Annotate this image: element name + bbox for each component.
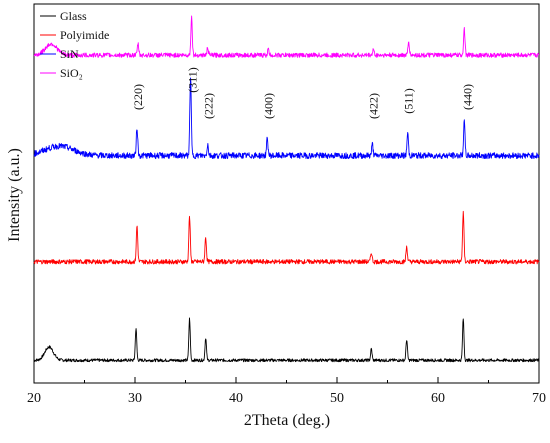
- series-line-2: [33, 77, 540, 160]
- y-axis-title: Intensity (a.u.): [6, 148, 23, 242]
- peak-label: (400): [261, 93, 275, 119]
- x-axis-ticks: 20 30 40 50 60 70: [27, 377, 546, 406]
- x-tick-label: 40: [229, 391, 243, 406]
- series-line-1: [33, 210, 540, 265]
- peak-label: (222): [202, 93, 216, 119]
- peak-label: (311): [186, 67, 200, 93]
- peak-label: (422): [366, 93, 380, 119]
- legend-label: SiO₂: [60, 66, 83, 80]
- peak-label: (511): [402, 88, 416, 114]
- peak-label: (440): [460, 84, 474, 110]
- legend-label: Glass: [60, 9, 87, 23]
- x-axis-title: 2Theta (deg.): [244, 412, 330, 429]
- x-tick-label: 20: [27, 391, 41, 406]
- series-line-3: [33, 15, 540, 58]
- series-line-0: [33, 317, 540, 363]
- peak-annotations: (220) (311)(222) (400) (422) (511) (440): [131, 67, 474, 119]
- x-tick-label: 70: [532, 391, 546, 406]
- plot-frame: [33, 3, 540, 384]
- legend-label: SiN: [60, 47, 79, 61]
- legend-label: Polyimide: [60, 28, 109, 42]
- legend: Glass Polyimide SiN SiO₂: [40, 9, 109, 80]
- x-tick-label: 60: [431, 391, 445, 406]
- series-layer: [33, 15, 540, 363]
- x-tick-label: 50: [330, 391, 344, 406]
- peak-label: (220): [131, 84, 145, 110]
- x-tick-label: 30: [128, 391, 142, 406]
